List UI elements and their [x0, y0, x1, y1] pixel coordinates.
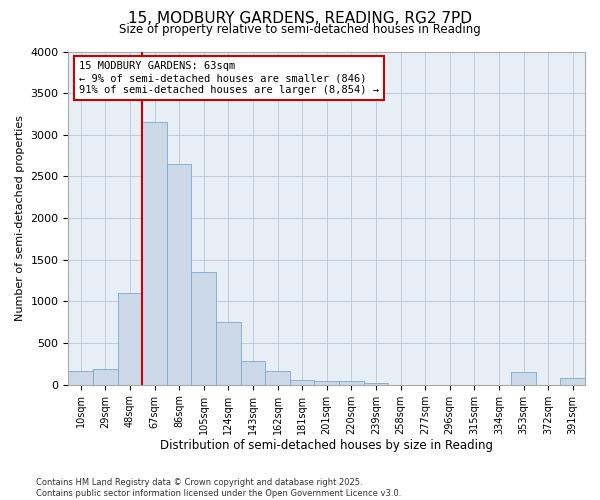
- Text: Size of property relative to semi-detached houses in Reading: Size of property relative to semi-detach…: [119, 22, 481, 36]
- Text: 15, MODBURY GARDENS, READING, RG2 7PD: 15, MODBURY GARDENS, READING, RG2 7PD: [128, 11, 472, 26]
- Bar: [216, 322, 241, 384]
- Bar: [339, 380, 364, 384]
- Text: 15 MODBURY GARDENS: 63sqm
← 9% of semi-detached houses are smaller (846)
91% of : 15 MODBURY GARDENS: 63sqm ← 9% of semi-d…: [79, 62, 379, 94]
- Bar: [191, 272, 216, 384]
- Bar: [290, 380, 314, 384]
- Bar: [265, 372, 290, 384]
- Bar: [560, 378, 585, 384]
- Bar: [93, 369, 118, 384]
- Y-axis label: Number of semi-detached properties: Number of semi-detached properties: [15, 115, 25, 321]
- Bar: [167, 164, 191, 384]
- Bar: [241, 362, 265, 384]
- Bar: [364, 383, 388, 384]
- Bar: [118, 293, 142, 384]
- Bar: [314, 380, 339, 384]
- Bar: [511, 372, 536, 384]
- Bar: [142, 122, 167, 384]
- Text: Contains HM Land Registry data © Crown copyright and database right 2025.
Contai: Contains HM Land Registry data © Crown c…: [36, 478, 401, 498]
- Bar: [68, 370, 93, 384]
- X-axis label: Distribution of semi-detached houses by size in Reading: Distribution of semi-detached houses by …: [160, 440, 493, 452]
